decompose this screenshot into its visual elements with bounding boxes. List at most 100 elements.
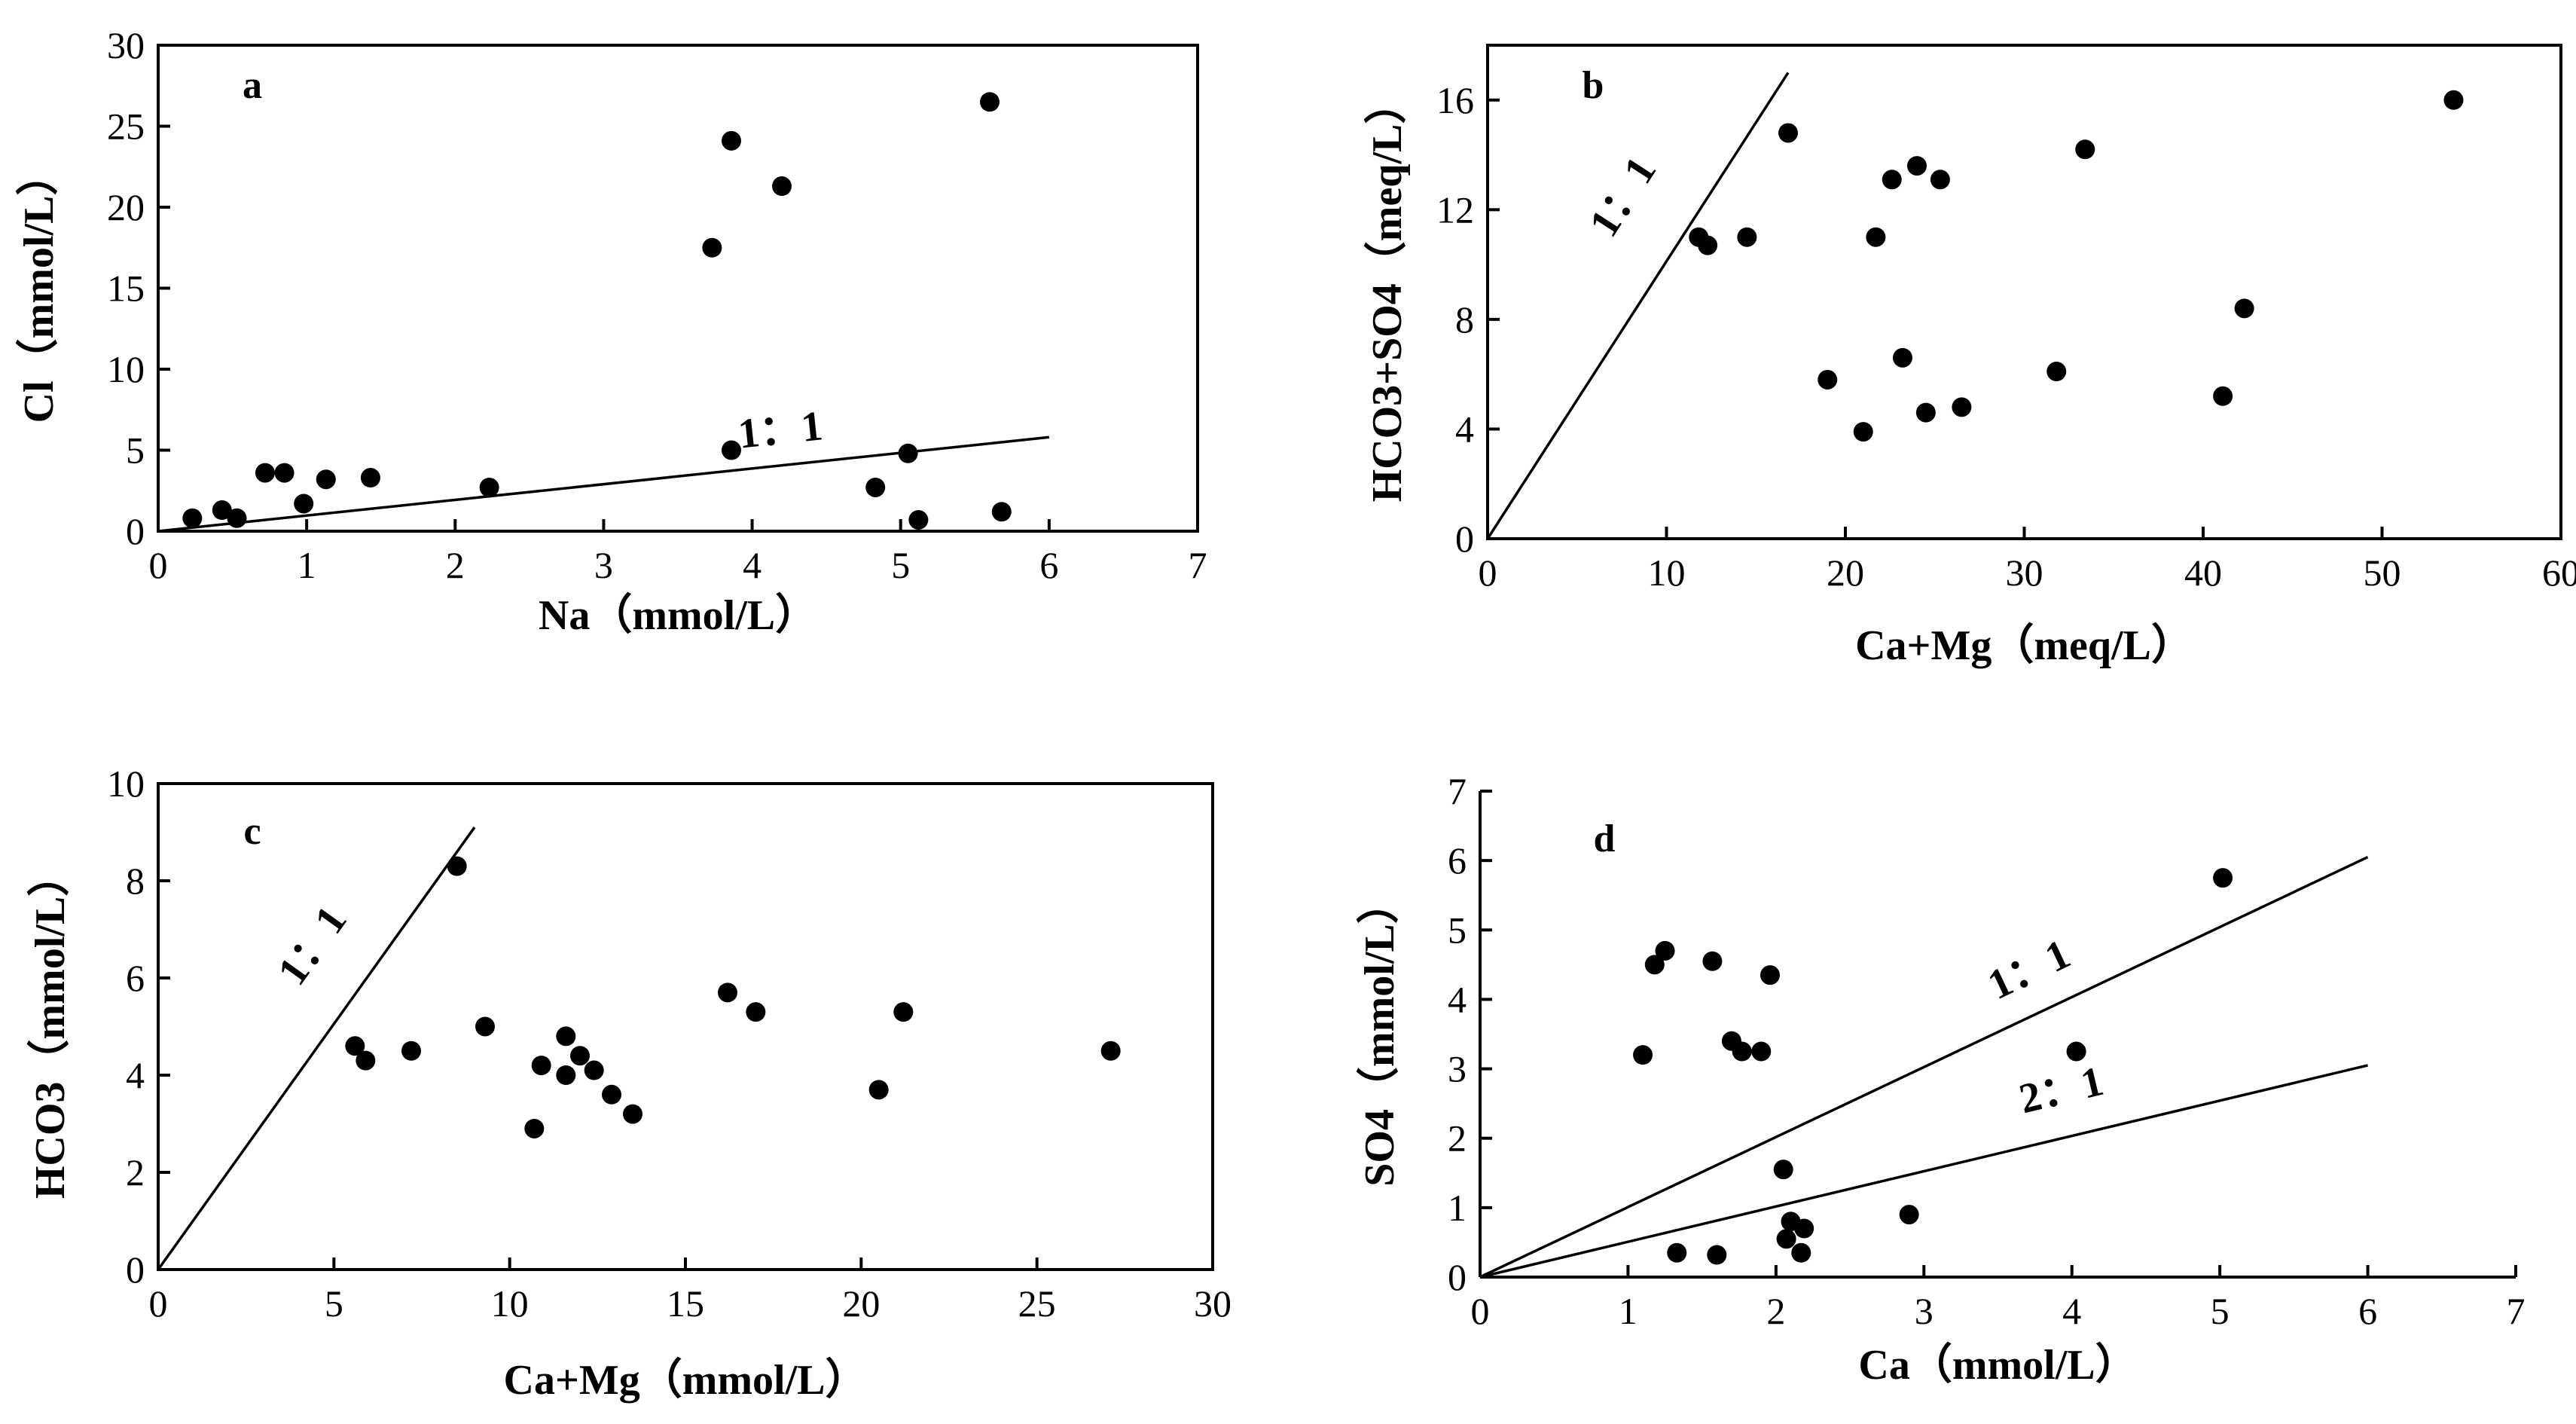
data-point xyxy=(1667,1242,1687,1263)
ratio-label: 1：1 xyxy=(1981,930,2077,1009)
y-tick-label: 25 xyxy=(107,105,145,148)
data-point xyxy=(570,1046,590,1066)
data-point xyxy=(524,1118,545,1138)
data-point xyxy=(294,494,314,514)
x-tick-label: 40 xyxy=(2184,552,2222,594)
x-tick-label: 30 xyxy=(1194,1282,1232,1325)
y-tick-label: 4 xyxy=(1448,978,1467,1020)
data-point xyxy=(1655,940,1675,961)
plot-frame xyxy=(1486,44,2562,540)
y-axis-title: HCO3+SO4（meq/L） xyxy=(1363,82,1411,503)
panel-label: b xyxy=(1583,64,1604,107)
data-point xyxy=(531,1056,551,1076)
x-tick-label: 5 xyxy=(891,544,910,586)
y-tick-label: 5 xyxy=(1448,909,1467,951)
data-point xyxy=(1866,227,1886,247)
data-point xyxy=(1853,422,1873,442)
ratio-line xyxy=(1479,855,2369,1279)
y-axis-title: SO4（mmol/L） xyxy=(1356,882,1403,1186)
data-point xyxy=(602,1084,621,1105)
data-point xyxy=(1778,123,1798,143)
x-axis-title: Ca+Mg（meq/L） xyxy=(1855,622,2193,669)
x-tick-label: 3 xyxy=(594,544,613,586)
x-tick-label: 6 xyxy=(2358,1290,2377,1332)
y-tick-label: 0 xyxy=(126,1248,145,1291)
data-point xyxy=(2443,90,2464,110)
data-point xyxy=(623,1104,642,1124)
data-point xyxy=(1882,170,1902,190)
x-tick-label: 1 xyxy=(298,544,316,586)
x-tick-label: 10 xyxy=(1648,552,1686,594)
data-point xyxy=(212,500,232,521)
x-tick-label: 25 xyxy=(1018,1282,1056,1325)
data-point xyxy=(274,463,295,483)
y-tick-label: 30 xyxy=(107,24,145,66)
data-point xyxy=(1737,227,1757,247)
data-point xyxy=(356,1050,376,1071)
data-point xyxy=(772,176,792,197)
data-point xyxy=(479,477,499,497)
y-tick-label: 16 xyxy=(1436,79,1474,121)
data-point xyxy=(865,477,886,497)
x-tick-label: 4 xyxy=(743,544,762,586)
data-point xyxy=(721,130,741,151)
x-axis-title: Ca（mmol/L） xyxy=(1858,1341,2137,1389)
y-axis-title: Cl（mmol/L） xyxy=(15,154,63,423)
data-point xyxy=(1794,1218,1814,1239)
data-point xyxy=(2213,868,2233,888)
x-tick-label: 1 xyxy=(1619,1290,1637,1332)
x-tick-label: 0 xyxy=(149,1282,168,1325)
data-point xyxy=(2234,298,2254,319)
data-point xyxy=(1732,1041,1752,1062)
y-tick-label: 4 xyxy=(1455,408,1474,450)
panel-b: 0 10 20 30 40 50 60 0 4 8 12 16 Ca+Mg（meq/L） HCO3+SO4… xyxy=(1363,44,2576,669)
x-tick-label: 2 xyxy=(446,544,465,586)
data-point xyxy=(447,856,467,876)
y-tick-label: 1 xyxy=(1448,1187,1467,1229)
data-point xyxy=(1773,1160,1793,1180)
data-point xyxy=(2213,386,2233,406)
plot-frame xyxy=(157,44,1199,533)
data-point xyxy=(316,469,336,490)
y-tick-label: 4 xyxy=(126,1054,145,1096)
panel-c: 0 5 10 15 20 25 30 0 2 4 6 8 10 Ca+Mg（mmol/L） HCO3（mmo… xyxy=(26,762,1232,1404)
x-axis-title: Na（mmol/L） xyxy=(539,591,817,639)
x-tick-label: 6 xyxy=(1039,544,1058,586)
ratio-line xyxy=(157,827,476,1271)
data-point xyxy=(1893,347,1912,368)
ratio-label: 1：1 xyxy=(736,402,825,457)
y-tick-label: 5 xyxy=(126,429,145,472)
data-point xyxy=(1751,1041,1772,1062)
data-point xyxy=(556,1026,576,1047)
y-tick-label: 10 xyxy=(107,348,145,390)
data-point xyxy=(1698,235,1718,255)
panel-label: a xyxy=(243,64,262,107)
panel-label: c xyxy=(243,810,261,853)
y-tick-label: 2 xyxy=(126,1151,145,1193)
data-point xyxy=(746,1002,766,1022)
data-point xyxy=(1702,951,1723,971)
x-tick-label: 5 xyxy=(325,1282,343,1325)
data-point xyxy=(980,92,1000,112)
x-tick-label: 2 xyxy=(1766,1290,1785,1332)
data-point xyxy=(2066,1041,2086,1062)
data-point xyxy=(868,1080,889,1100)
data-point xyxy=(898,443,918,463)
data-point xyxy=(584,1060,604,1080)
x-tick-label: 20 xyxy=(842,1282,880,1325)
y-tick-label: 7 xyxy=(1448,770,1467,812)
x-tick-label: 4 xyxy=(2062,1290,2081,1332)
ratio-label: 1：1 xyxy=(269,898,356,994)
panel-d: 0 1 2 3 4 5 6 7 0 1 2 3 4 5 6 7 Ca（mmol/L） SO4（mmol/L） d 1：… xyxy=(1356,770,2526,1389)
data-point xyxy=(1707,1245,1727,1265)
data-point xyxy=(718,982,737,1003)
data-point xyxy=(345,1036,365,1056)
x-tick-label: 20 xyxy=(1827,552,1864,594)
y-tick-label: 3 xyxy=(1448,1048,1467,1090)
data-point xyxy=(475,1016,495,1037)
y-tick-label: 8 xyxy=(1455,298,1474,341)
y-tick-label: 6 xyxy=(1448,839,1467,882)
y-axis-title: HCO3（mmol/L） xyxy=(26,854,74,1199)
ratio-label: 2：1 xyxy=(2015,1058,2107,1123)
data-point xyxy=(360,468,380,488)
